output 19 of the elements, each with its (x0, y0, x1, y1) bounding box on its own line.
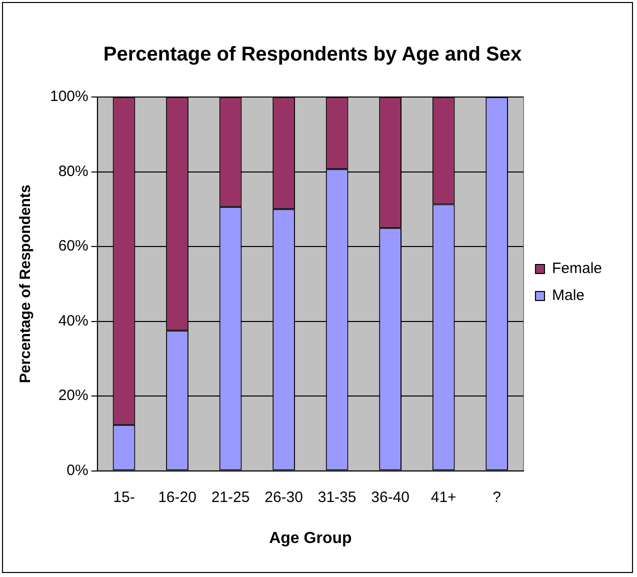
x-tick-label: 15- (113, 488, 135, 506)
legend-label: Female (552, 260, 602, 278)
y-tick-label: 80% (58, 162, 88, 180)
x-tick-label: 36-40 (371, 488, 410, 506)
y-tick-label: 0% (66, 462, 88, 479)
y-tick-label: 100% (50, 88, 88, 106)
y-tick-label: 40% (58, 312, 88, 330)
x-tick-label: 21-25 (211, 488, 250, 506)
x-tick-label: 16-20 (158, 488, 196, 506)
x-tick-label: ? (492, 488, 502, 506)
chart-title: Percentage of Respondents by Age and Sex (103, 44, 522, 66)
x-tick-label: 41+ (430, 488, 457, 506)
x-axis-title: Age Group (269, 530, 352, 547)
x-tick-label: 31-35 (318, 488, 356, 506)
y-tick-label: 60% (58, 238, 88, 255)
legend-label: Male (552, 287, 584, 304)
y-tick-label: 20% (58, 387, 88, 404)
y-axis-title: Percentage of Respondents (17, 184, 34, 384)
x-tick-label: 26-30 (264, 488, 303, 506)
